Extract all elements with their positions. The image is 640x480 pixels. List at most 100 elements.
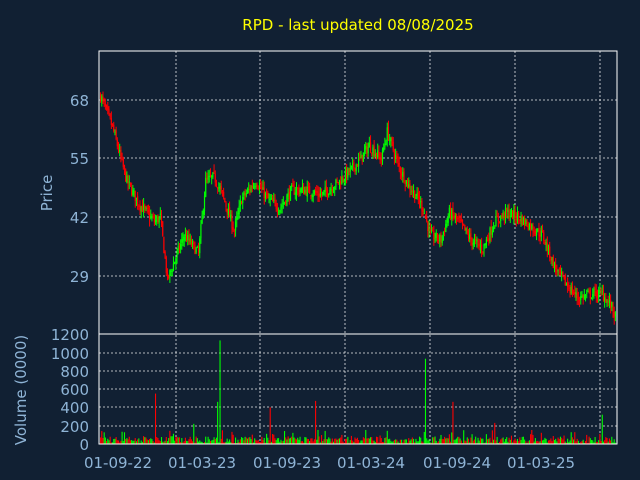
price-candle-body [558, 268, 560, 270]
price-candle-body [156, 217, 158, 222]
price-candle-body [377, 150, 379, 158]
price-candle-body [515, 219, 517, 220]
price-candle-body [314, 191, 317, 193]
price-candle-body [181, 239, 183, 243]
price-candle-body [257, 188, 259, 190]
price-candle-body [595, 291, 597, 298]
price-candle-body [128, 181, 130, 183]
price-candle-body [171, 270, 173, 272]
price-candle-body [158, 216, 160, 223]
price-candle-body [572, 292, 575, 294]
price-candle-body [196, 246, 198, 248]
price-candle-body [105, 105, 108, 108]
price-candle-body [282, 203, 284, 205]
price-candle-body [238, 205, 240, 215]
price-candle-body [157, 216, 159, 223]
price-candle-body [232, 227, 234, 230]
price-candle-body [555, 264, 557, 270]
price-candle-body [532, 225, 534, 232]
x-tick-label: 01-09-22 [84, 454, 152, 472]
price-candle-body [228, 207, 231, 218]
price-candle-body [519, 219, 521, 222]
price-candle-body [273, 199, 275, 201]
price-candle-body [176, 251, 178, 258]
price-candle-body [488, 238, 490, 241]
price-candle-body [461, 219, 464, 225]
price-candle-body [596, 295, 599, 297]
price-candle-body [375, 153, 378, 156]
price-candle-body [310, 195, 312, 196]
price-candle-body [240, 202, 243, 205]
price-candle-body [146, 207, 148, 210]
price-candle-body [484, 243, 486, 246]
price-candle-body [361, 154, 363, 161]
volume-panel-frame [98, 333, 618, 445]
price-candle-body [575, 292, 577, 295]
price-candle-body [451, 209, 453, 220]
price-candle-body [355, 164, 357, 172]
price-candle-body [574, 292, 576, 295]
price-candle-body [236, 216, 238, 221]
price-candle-body [102, 96, 104, 100]
price-candle-body [187, 235, 189, 241]
price-candle-body [132, 189, 134, 195]
price-candle-body [368, 142, 370, 148]
price-candle-body [104, 103, 106, 107]
price-candle-body [317, 191, 319, 196]
price-candle-body [193, 242, 195, 244]
price-candle-body [326, 189, 329, 196]
price-candle-body [496, 215, 498, 218]
price-candle-body [126, 175, 128, 183]
price-candle-body [283, 202, 286, 203]
price-candle-body [300, 188, 302, 193]
price-candle-body [218, 187, 220, 189]
price-candle-body [526, 219, 528, 227]
price-candle-body [366, 146, 368, 154]
price-candle-body [453, 215, 455, 219]
price-candle-body [332, 189, 335, 193]
price-candle-body [175, 258, 177, 264]
volume-tick-label: 400 [60, 399, 89, 417]
price-candle-body [586, 293, 588, 294]
price-candle-body [568, 287, 570, 289]
price-candle-body [537, 228, 539, 232]
price-candle-body [246, 189, 249, 193]
price-candle-body [576, 293, 578, 298]
price-candle-body [494, 226, 496, 228]
price-candle-body [471, 238, 473, 245]
price-candle-body [341, 176, 343, 185]
price-candle-body [262, 187, 264, 190]
price-candle-body [490, 227, 492, 235]
price-candle-body [520, 216, 522, 222]
price-candle-body [127, 175, 129, 184]
price-candle-body [551, 257, 553, 261]
price-candle-body [165, 257, 167, 273]
price-candle-body [138, 205, 140, 207]
price-candle-body [164, 251, 166, 258]
price-candle-body [209, 174, 212, 177]
volume-tick-label: 600 [60, 381, 89, 399]
price-candle-body [445, 223, 447, 233]
price-candle-body [147, 209, 149, 213]
price-candle-body [233, 230, 235, 232]
price-candle-body [483, 243, 485, 251]
price-candle-body [518, 212, 520, 218]
price-candle-body [544, 242, 546, 244]
price-candle-body [469, 234, 471, 240]
price-candle-body [399, 167, 402, 174]
price-candle-body [359, 157, 361, 159]
price-candle-body [189, 238, 191, 242]
price-candle-body [525, 220, 527, 225]
price-candle-body [497, 216, 499, 221]
price-candle-body [145, 207, 147, 209]
price-candle-body [457, 218, 459, 220]
volume-tick-label: 800 [60, 363, 89, 381]
x-tick-label: 01-09-24 [423, 454, 491, 472]
price-candle-body [275, 202, 277, 209]
price-candle-body [356, 164, 359, 167]
price-candle-body [264, 193, 267, 198]
price-candle-body [412, 190, 415, 193]
volume-tick-label: 200 [60, 418, 89, 436]
